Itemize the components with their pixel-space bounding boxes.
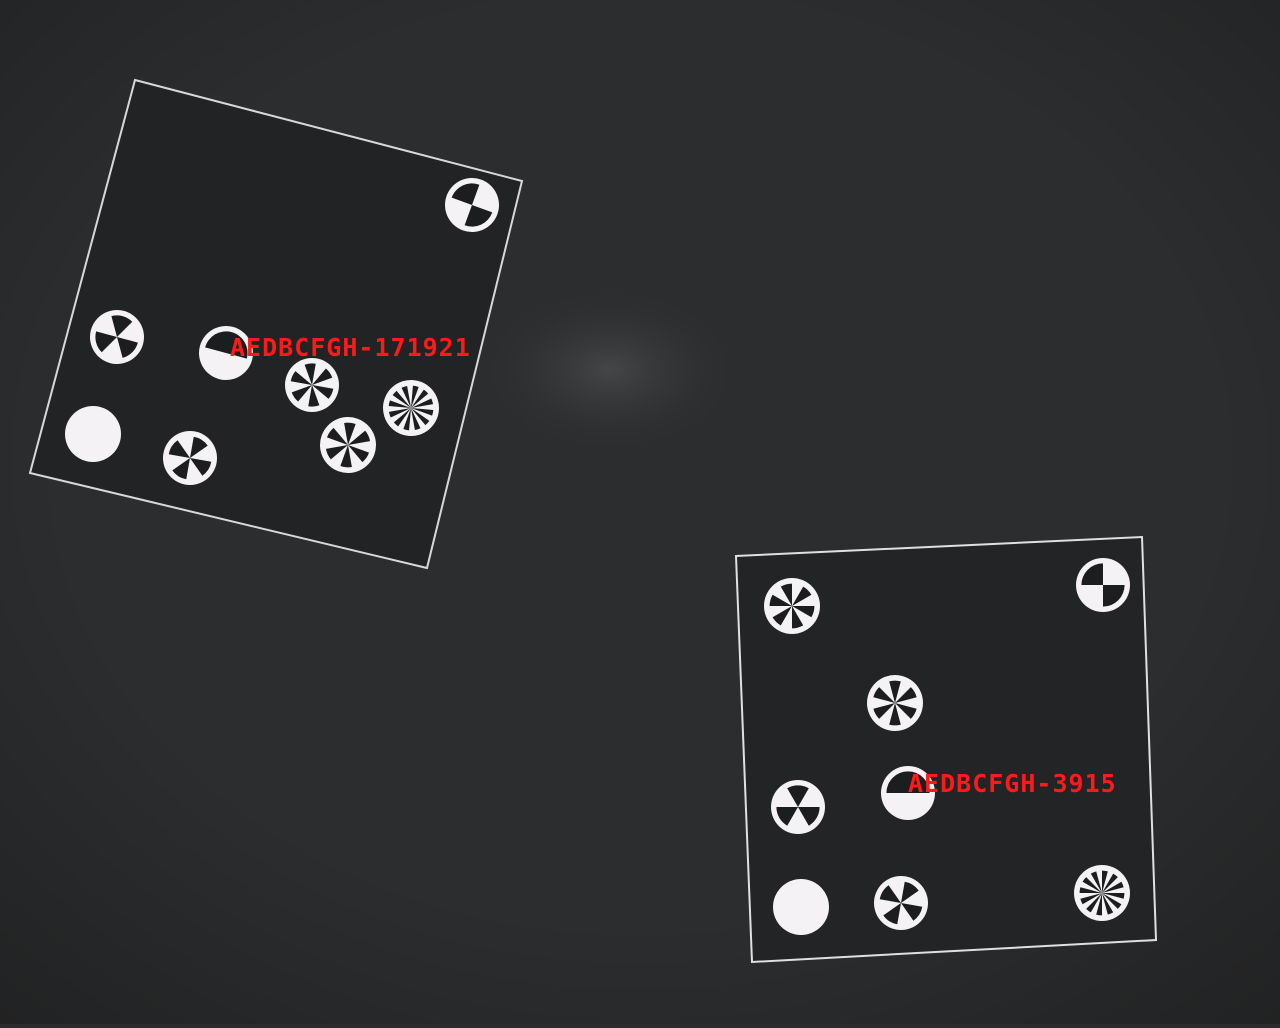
coded-target-quad: [1076, 558, 1130, 612]
coded-target-6: [764, 578, 820, 634]
coded-target-4: [874, 876, 928, 930]
calibration-board-2: [734, 535, 1158, 964]
coded-target-3: [90, 310, 144, 364]
board-2-plate: [734, 535, 1158, 964]
coded-target-3: [771, 780, 825, 834]
calibration-board-1: [28, 78, 524, 570]
coded-target-6: [320, 417, 376, 473]
board-1-label: AEDBCFGH-171921: [230, 333, 471, 362]
coded-target-4: [163, 431, 217, 485]
coded-target-12: [1074, 865, 1130, 921]
coded-target-quad: [445, 178, 499, 232]
board-2-targets: [764, 558, 1130, 935]
coded-target-dot: [773, 879, 829, 935]
coded-target-6: [285, 358, 339, 412]
coded-target-6: [867, 675, 923, 731]
board-1-plate: [28, 78, 524, 570]
board-2-label: AEDBCFGH-3915: [908, 769, 1117, 798]
coded-target-dot: [65, 406, 121, 462]
coded-target-half: [881, 766, 935, 820]
coded-target-half: [199, 326, 253, 380]
board-1-targets: [65, 178, 499, 485]
coded-target-12: [383, 380, 439, 436]
